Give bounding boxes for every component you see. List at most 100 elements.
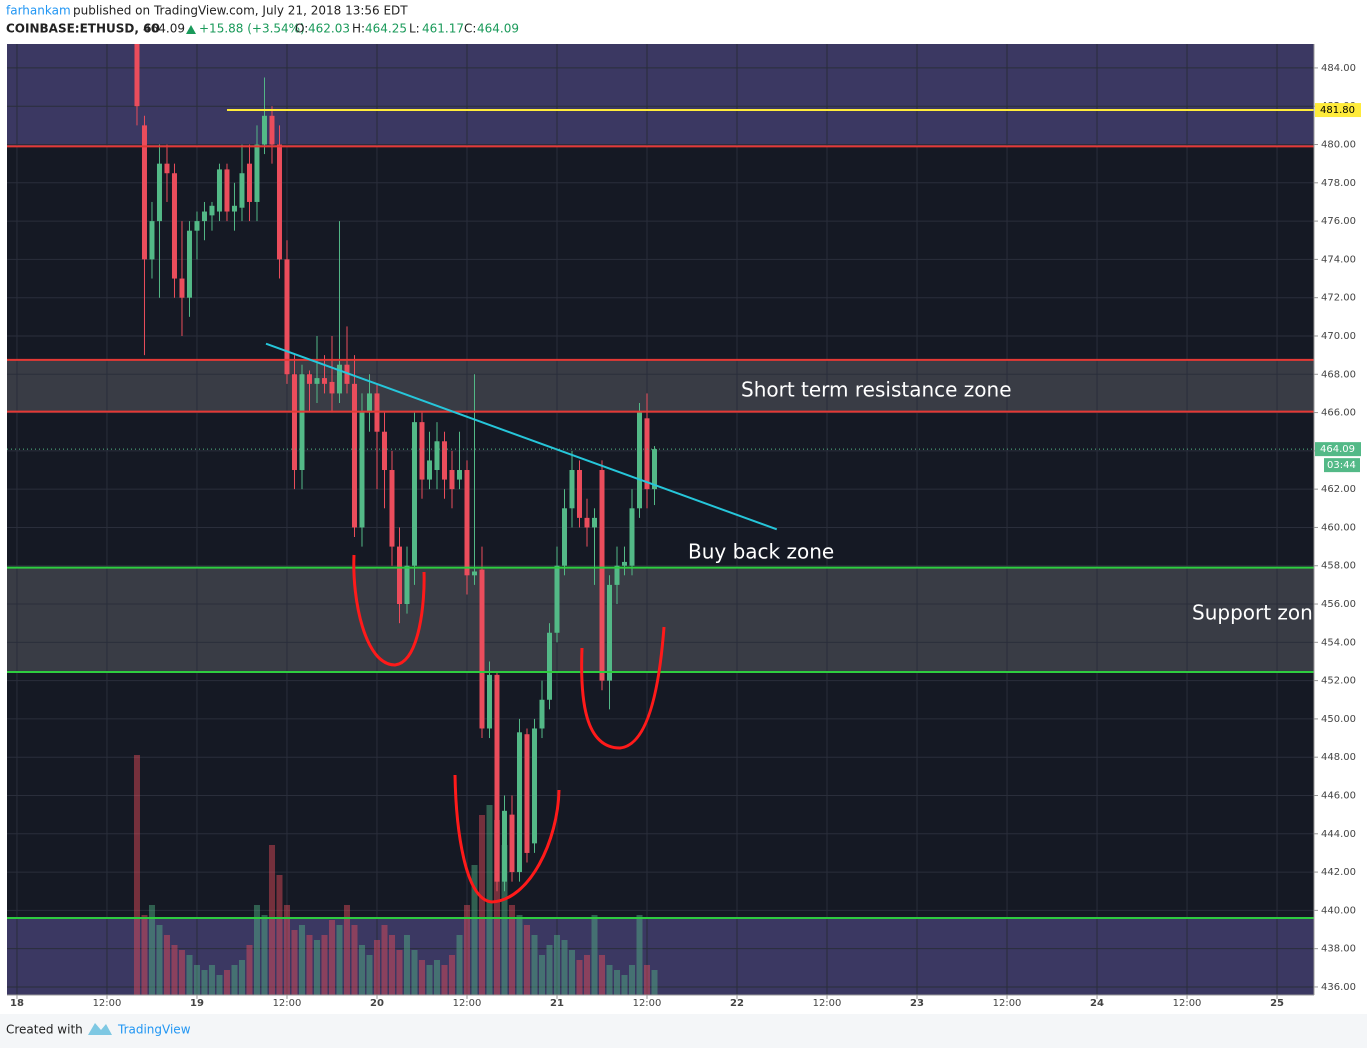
volume-bar (441, 965, 448, 995)
y-tick-label: 474.00 (1321, 254, 1356, 265)
volume-bar (561, 940, 568, 995)
volume-bar (171, 945, 178, 995)
candle-body (501, 810, 507, 882)
candle-body (156, 163, 162, 222)
y-tick-label: 468.00 (1321, 369, 1356, 380)
candle-body (179, 278, 185, 298)
volume-bar (133, 755, 140, 995)
y-tick-label: 438.00 (1321, 944, 1356, 955)
volume-bar (351, 925, 358, 995)
candle-body (456, 470, 462, 480)
volume-bar (591, 915, 598, 995)
x-tick-label: 12:00 (93, 998, 122, 1009)
candle-body (171, 173, 177, 279)
candle-body (186, 230, 192, 298)
x-tick-label: 23 (910, 998, 924, 1009)
volume-bar (553, 935, 560, 995)
volume-bar (141, 915, 148, 995)
volume-bar (598, 955, 605, 995)
zone (7, 44, 1314, 147)
change: +15.88 (+3.54%) (199, 22, 305, 36)
candle-body (246, 163, 252, 202)
candle-body (404, 565, 410, 605)
volume-bar (523, 925, 530, 995)
y-tick-label: 436.00 (1321, 982, 1356, 993)
volume-bar (306, 935, 313, 995)
ohlc-label: O: (295, 22, 308, 36)
candle-body (209, 205, 215, 216)
y-tick-label: 452.00 (1321, 676, 1356, 687)
x-tick-label: 12:00 (813, 998, 842, 1009)
volume-bar (148, 905, 155, 995)
footer-text: Created with (6, 1023, 83, 1037)
volume-bar (201, 970, 208, 995)
candle-body (524, 734, 530, 853)
volume-bar (358, 945, 365, 995)
volume-bar (193, 965, 200, 995)
hand-drawn-curve (580, 626, 666, 750)
volume-bar (426, 965, 433, 995)
candle-body (149, 221, 155, 260)
last-price: 464.09 (143, 22, 185, 36)
y-tick-label: 444.00 (1321, 829, 1356, 840)
y-tick-label: 440.00 (1321, 905, 1356, 916)
volume-bar (373, 940, 380, 995)
volume-bar (628, 965, 635, 995)
volume-bar (328, 920, 335, 995)
candle-body (336, 364, 342, 394)
candle-body (396, 546, 402, 605)
candle-body (531, 728, 537, 844)
last-price-label: 464.09 (1320, 444, 1355, 455)
candle-body (471, 571, 477, 576)
volume-bar (651, 970, 658, 995)
candle-body (464, 470, 470, 576)
volume-bar (583, 955, 590, 995)
volume-bar (298, 925, 305, 995)
x-tick-label: 12:00 (273, 998, 302, 1009)
y-tick-label: 454.00 (1321, 637, 1356, 648)
x-tick-label: 18 (10, 998, 24, 1009)
ohlc-summary: O: 462.03 H: 464.25 L: 461.17 C: 464.09 (295, 22, 519, 36)
y-tick-label: 446.00 (1321, 790, 1356, 801)
volume-bar (283, 905, 290, 995)
x-tick-label: 22 (730, 998, 744, 1009)
x-tick-label: 12:00 (633, 998, 662, 1009)
candle-body (479, 569, 485, 729)
footer-brand[interactable]: TradingView (117, 1023, 191, 1037)
candle-body (426, 460, 432, 480)
candle-body (441, 441, 447, 480)
volume-bar (231, 965, 238, 995)
volume-bar (463, 905, 470, 995)
candle-body (494, 674, 500, 882)
symbol: COINBASE:ETHUSD, 60 (6, 22, 160, 36)
drawings (352, 554, 666, 904)
volume-bar (396, 950, 403, 995)
candle-body (299, 374, 305, 471)
volume-bar (343, 905, 350, 995)
candle-body (254, 144, 260, 202)
candle-body (576, 470, 582, 518)
volume-bar (223, 970, 230, 995)
plot (7, 44, 1314, 995)
volume-bar (433, 960, 440, 995)
candle-body (224, 169, 230, 212)
candle-body (434, 441, 440, 471)
volume-bar (546, 945, 553, 995)
volume-bar (186, 955, 193, 995)
candle-body (516, 732, 522, 873)
annotation: Support zon (1192, 601, 1313, 625)
volume-bar (448, 955, 455, 995)
y-tick-label: 472.00 (1321, 293, 1356, 304)
y-tick-label: 470.00 (1321, 331, 1356, 342)
y-tick-label: 460.00 (1321, 522, 1356, 533)
annotation: Short term resistance zone (741, 378, 1012, 402)
volume-bar (471, 865, 478, 995)
volume-bar (643, 965, 650, 995)
ohlc-label: L: (409, 22, 420, 36)
y-tick-label: 462.00 (1321, 484, 1356, 495)
author[interactable]: farhankam (6, 4, 71, 18)
volume-bar (261, 915, 268, 995)
price-tag-label: 481.80 (1320, 105, 1355, 116)
y-tick-label: 442.00 (1321, 867, 1356, 878)
volume-bar (336, 925, 343, 995)
